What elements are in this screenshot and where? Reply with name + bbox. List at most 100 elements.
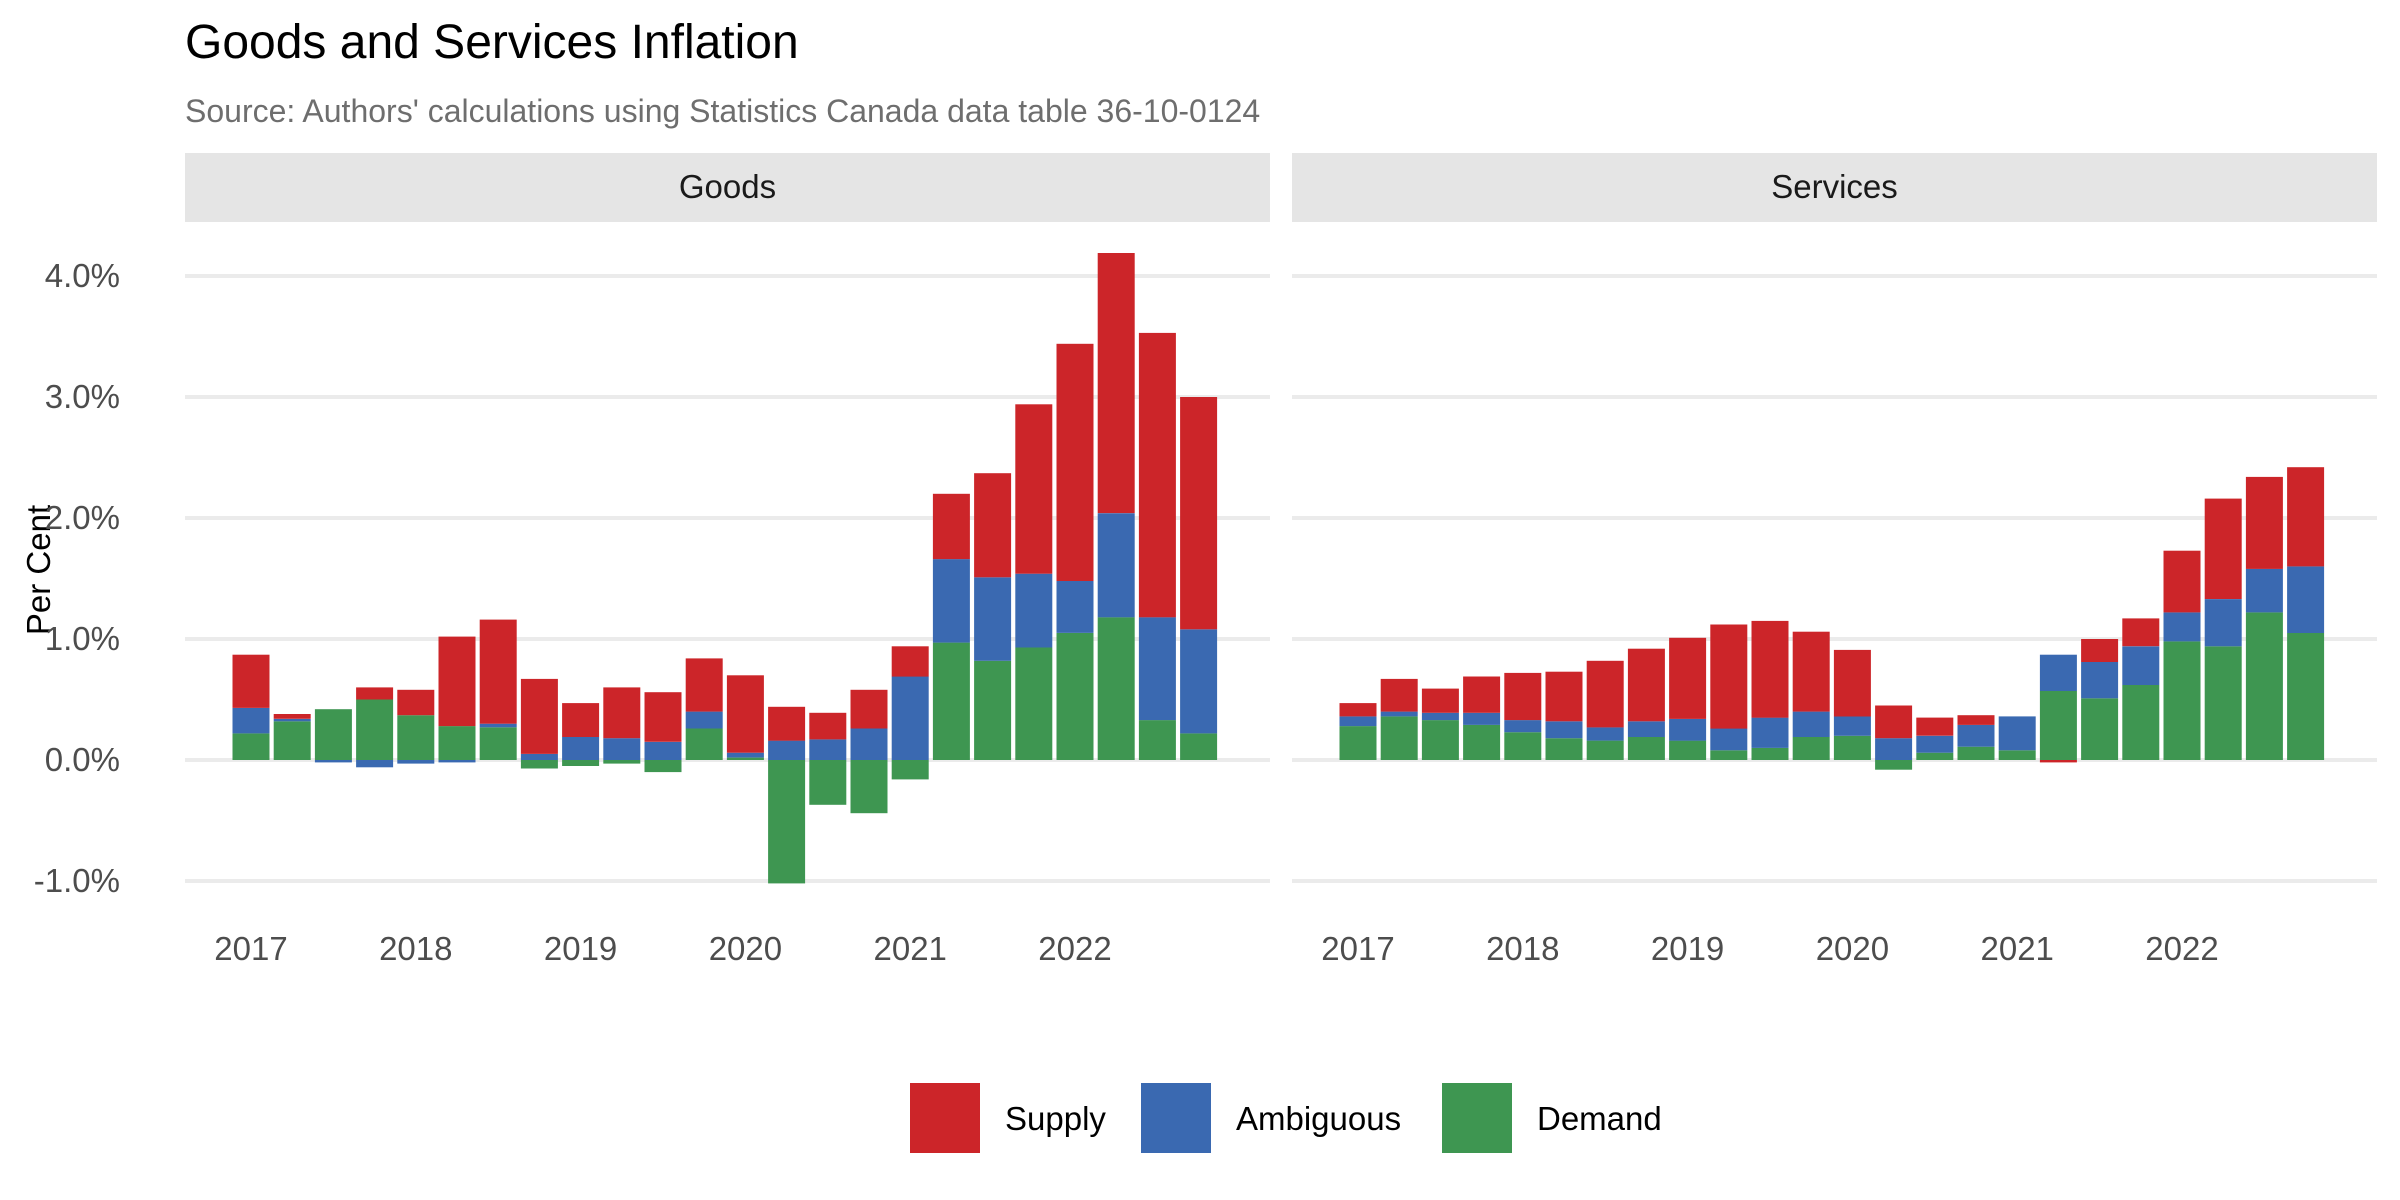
legend-label-ambiguous: Ambiguous xyxy=(1236,1100,1401,1137)
bar-demand xyxy=(562,760,600,766)
bars-goods xyxy=(232,253,1218,884)
legend-swatch-demand xyxy=(1442,1083,1512,1153)
chart-subtitle: Source: Authors' calculations using Stat… xyxy=(185,93,1260,129)
bar-ambiguous xyxy=(1545,721,1583,739)
bar-supply xyxy=(1833,649,1871,717)
bar-supply xyxy=(974,473,1012,578)
bar-supply xyxy=(2287,467,2325,567)
bar-supply xyxy=(2122,618,2160,647)
legend-swatch-supply xyxy=(910,1083,980,1153)
bar-ambiguous xyxy=(1792,711,1830,737)
x-tick-label: 2021 xyxy=(1980,930,2053,967)
bar-ambiguous xyxy=(932,559,970,643)
bar-ambiguous xyxy=(314,760,352,763)
bar-demand xyxy=(1180,733,1218,760)
x-tick-label: 2019 xyxy=(1651,930,1724,967)
bar-ambiguous xyxy=(1015,573,1053,648)
bar-supply xyxy=(1097,253,1135,514)
y-tick-label: 4.0% xyxy=(45,257,120,294)
bar-demand xyxy=(1586,740,1624,760)
bar-ambiguous xyxy=(1097,513,1135,618)
bar-demand xyxy=(685,728,723,760)
y-tick-label: 2.0% xyxy=(45,499,120,536)
legend-swatch-ambiguous xyxy=(1141,1083,1211,1153)
panel-goods: Goods 2017 2018 2019 2020 2021 2022 xyxy=(185,153,1270,967)
bar-supply xyxy=(1421,688,1459,713)
strip-services xyxy=(1292,153,2377,222)
bar-supply xyxy=(1015,404,1053,574)
bar-demand xyxy=(2163,641,2201,760)
bar-demand xyxy=(1875,760,1913,770)
bar-ambiguous xyxy=(1180,629,1218,734)
bar-ambiguous xyxy=(891,676,929,760)
bar-ambiguous xyxy=(768,740,806,760)
bar-ambiguous xyxy=(1916,735,1954,753)
x-tick-label: 2019 xyxy=(544,930,617,967)
bar-ambiguous xyxy=(726,752,764,758)
bar-supply xyxy=(2245,476,2283,569)
bar-supply xyxy=(850,689,888,729)
bar-demand xyxy=(356,699,394,760)
bar-demand xyxy=(1545,738,1583,760)
x-tick-label: 2021 xyxy=(873,930,946,967)
legend: Supply Ambiguous Demand xyxy=(910,1083,1662,1153)
bar-demand xyxy=(726,757,764,760)
x-tick-label: 2020 xyxy=(1816,930,1889,967)
bar-supply xyxy=(685,658,723,712)
x-tick-label: 2022 xyxy=(2145,930,2218,967)
bar-ambiguous xyxy=(1833,716,1871,736)
bar-demand xyxy=(479,727,517,760)
bar-ambiguous xyxy=(397,760,435,764)
bar-ambiguous xyxy=(1669,718,1707,741)
bar-demand xyxy=(397,715,435,760)
bar-demand xyxy=(932,642,970,760)
bar-ambiguous xyxy=(850,728,888,760)
bar-supply xyxy=(1545,671,1583,722)
bar-demand xyxy=(1097,617,1135,760)
bar-supply xyxy=(603,687,641,739)
chart-title: Goods and Services Inflation xyxy=(185,16,799,69)
bar-ambiguous xyxy=(1380,711,1418,717)
bar-demand xyxy=(1056,633,1094,760)
bar-demand xyxy=(1751,747,1789,760)
bar-ambiguous xyxy=(1504,720,1542,733)
bar-ambiguous xyxy=(2081,662,2119,699)
bar-demand xyxy=(1421,720,1459,760)
bar-demand xyxy=(809,760,847,805)
bar-ambiguous xyxy=(1998,716,2036,751)
bar-supply xyxy=(726,675,764,753)
bar-supply xyxy=(1916,717,1954,736)
bar-supply xyxy=(768,706,806,741)
bar-ambiguous xyxy=(520,754,558,760)
bar-ambiguous xyxy=(1463,712,1501,725)
bar-demand xyxy=(2245,612,2283,760)
bar-demand xyxy=(603,760,641,764)
bar-supply xyxy=(1710,624,1748,729)
legend-label-demand: Demand xyxy=(1537,1100,1662,1137)
bar-demand xyxy=(1998,750,2036,760)
bar-supply xyxy=(2081,639,2119,662)
bar-demand xyxy=(768,760,806,884)
panel-services: Services 2017 2018 2019 2020 2021 2022 xyxy=(1292,153,2377,967)
x-tick-label: 2022 xyxy=(1038,930,1111,967)
bar-demand xyxy=(1710,750,1748,760)
bar-ambiguous xyxy=(2039,654,2077,691)
bar-ambiguous xyxy=(685,711,723,729)
bar-supply xyxy=(1138,332,1176,618)
bar-ambiguous xyxy=(809,739,847,760)
y-tick-label: 3.0% xyxy=(45,378,120,415)
y-axis-ticks: -1.0% 0.0% 1.0% 2.0% 3.0% 4.0% xyxy=(34,257,120,899)
bar-ambiguous xyxy=(974,577,1012,661)
bar-supply xyxy=(1875,705,1913,739)
bar-ambiguous xyxy=(438,760,476,763)
bar-ambiguous xyxy=(1751,717,1789,748)
bar-demand xyxy=(1957,746,1995,760)
bar-supply xyxy=(520,678,558,754)
bar-supply xyxy=(232,654,270,708)
y-axis-label: Per Cent xyxy=(20,505,57,635)
bar-demand xyxy=(1015,647,1053,760)
bar-supply xyxy=(1180,397,1218,630)
bar-ambiguous xyxy=(644,741,682,760)
bar-supply xyxy=(397,689,435,716)
